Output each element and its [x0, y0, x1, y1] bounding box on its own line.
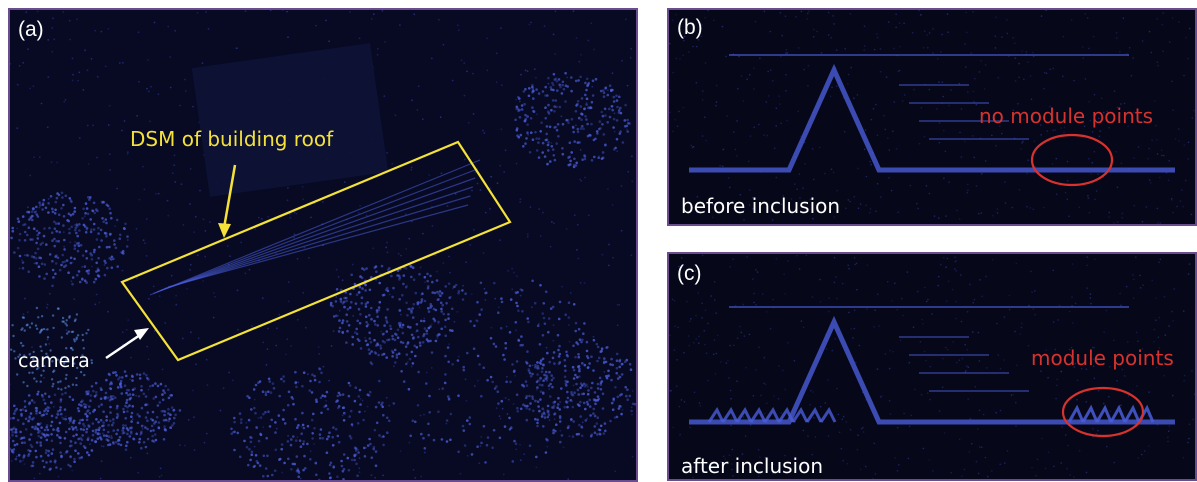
after-inclusion-profile [669, 254, 1195, 479]
panel-a-tag: (a) [18, 18, 44, 41]
aerial-point-cloud-view [10, 10, 636, 480]
after-inclusion-panel: (c) module points after inclusion [667, 252, 1197, 481]
before-inclusion-caption: before inclusion [681, 194, 841, 218]
no-module-points-label: no module points [979, 104, 1154, 128]
camera-arrow [105, 333, 141, 360]
panel-c-tag: (c) [677, 262, 702, 285]
panel-b-tag: (b) [677, 16, 703, 39]
roof-arrow [222, 164, 237, 229]
roof-label: DSM of building roof [130, 127, 334, 151]
before-inclusion-profile [669, 10, 1195, 224]
after-inclusion-caption: after inclusion [681, 454, 824, 478]
roof-outline [120, 140, 512, 362]
aerial-point-cloud-panel: (a) DSM of building roof camera [8, 8, 638, 482]
module-points-marker [1061, 386, 1145, 438]
camera-label: camera [18, 350, 90, 372]
module-points-label: module points [1031, 346, 1174, 370]
before-inclusion-panel: (b) no module points before inclusion [667, 8, 1197, 226]
roof-arrowhead [218, 223, 231, 238]
missing-points-marker [1030, 133, 1114, 187]
building-footprint [191, 43, 389, 197]
camera-arrowhead [134, 328, 149, 340]
